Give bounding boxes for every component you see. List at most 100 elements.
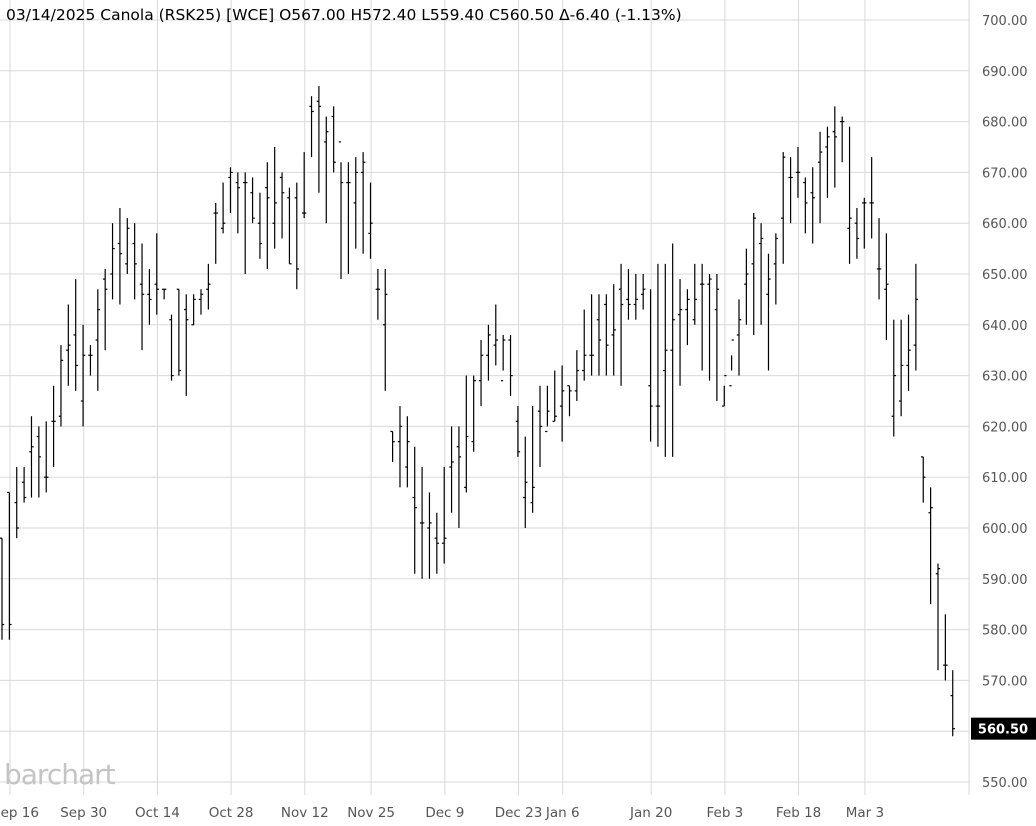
ohlc-bar <box>935 563 941 671</box>
ohlc-bar <box>928 487 933 605</box>
ohlc-bar <box>648 289 653 442</box>
ohlc-bar <box>736 299 742 376</box>
ohlc-bar <box>36 426 42 498</box>
ohlc-bar <box>744 248 749 325</box>
last-price-marker: 560.50 <box>971 717 1036 740</box>
y-tick-label: 680.00 <box>982 116 1028 131</box>
ohlc-bar <box>515 406 521 457</box>
ohlc-bar <box>714 274 720 401</box>
ohlc-bar <box>486 324 491 381</box>
ohlc-bar <box>257 192 263 259</box>
y-tick-label: 690.00 <box>982 65 1028 80</box>
ohlc-bar <box>891 319 896 437</box>
ohlc-bar <box>368 182 373 259</box>
ohlc-bar <box>508 334 513 396</box>
ohlc-bar <box>220 182 226 234</box>
ohlc-bar <box>102 268 108 351</box>
last-price-label: 560.50 <box>978 723 1028 738</box>
ohlc-bar <box>781 152 786 264</box>
y-axis-ticks: 550.00560.00570.00580.00590.00600.00610.… <box>982 14 1028 791</box>
ohlc-bar <box>294 182 299 290</box>
y-tick-label: 700.00 <box>982 14 1028 29</box>
ohlc-bar <box>434 512 440 574</box>
ohlc-bar <box>884 233 889 341</box>
ohlc-bar <box>862 197 867 249</box>
ohlc-bar <box>206 263 211 310</box>
ohlc-bar <box>854 207 860 259</box>
ohlc-bar <box>154 233 159 315</box>
ohlc-bar <box>810 167 815 244</box>
ohlc-bar <box>582 309 587 381</box>
y-tick-label: 610.00 <box>982 471 1028 486</box>
y-tick-label: 650.00 <box>982 268 1028 283</box>
ohlc-bar <box>839 116 845 163</box>
ohlc-bar <box>132 223 137 300</box>
ohlc-bar <box>817 131 823 224</box>
y-tick-label: 590.00 <box>982 573 1028 588</box>
ohlc-bar <box>847 126 852 264</box>
ohlc-bar <box>169 314 174 381</box>
y-tick-label: 620.00 <box>982 420 1028 435</box>
ohlc-bar <box>707 274 712 381</box>
ohlc-bar <box>633 274 639 320</box>
x-tick-label: Feb 3 <box>706 805 743 821</box>
ohlc-bar <box>213 202 218 264</box>
ohlc-bar <box>626 268 631 320</box>
ohlc-bar <box>235 172 241 234</box>
ohlc-bar <box>464 375 469 493</box>
ohlc-bar <box>44 421 49 493</box>
ohlc-bar <box>537 385 543 468</box>
y-tick-label: 640.00 <box>982 319 1028 334</box>
ohlc-bar <box>751 213 756 335</box>
ohlc-bar <box>184 294 189 396</box>
ohlc-bar <box>552 370 557 422</box>
y-tick-label: 570.00 <box>982 674 1028 689</box>
ohlc-bar <box>58 345 64 427</box>
ohlc-bar <box>7 491 12 640</box>
x-tick-label: Sep 16 <box>0 805 39 821</box>
x-tick-label: Dec 23 <box>495 805 543 821</box>
ohlc-bar <box>567 385 572 417</box>
ohlc-bar <box>618 263 624 386</box>
ohlc-bar <box>611 284 616 376</box>
ohlc-bar <box>943 614 948 681</box>
ohlc-bar <box>677 279 683 386</box>
x-tick-label: Nov 12 <box>281 805 329 821</box>
ohlc-bar <box>692 263 697 325</box>
ohlc-bar <box>876 218 882 300</box>
ohlc-bar <box>442 467 447 564</box>
ohlc-bar <box>419 467 425 579</box>
ohlc-bar <box>670 243 675 457</box>
ohlc-bar <box>51 385 56 468</box>
ohlc-bar <box>110 223 115 300</box>
ohlc-bar <box>198 289 204 315</box>
ohlc-bar <box>471 375 476 452</box>
ohlc-bar <box>574 350 580 401</box>
x-tick-label: Nov 25 <box>347 805 395 821</box>
ohlc-bar <box>375 268 381 320</box>
ohlc-bar <box>360 152 366 254</box>
ohlc-bar <box>95 289 101 391</box>
ohlc-bar <box>869 157 874 239</box>
ohlc-bar <box>596 294 602 376</box>
x-tick-label: Mar 3 <box>846 805 884 821</box>
ohlc-bar <box>663 263 668 457</box>
y-tick-label: 580.00 <box>982 624 1028 639</box>
ohlc-bar <box>117 207 123 305</box>
ohlc-bar <box>640 274 646 310</box>
ohlc-bar <box>773 233 779 305</box>
ohlc-bar <box>250 177 255 224</box>
ohlc-bar <box>0 537 5 640</box>
x-tick-label: Sep 30 <box>60 805 107 821</box>
ohlc-bar <box>412 446 417 574</box>
x-tick-label: Oct 28 <box>209 805 254 821</box>
y-tick-label: 660.00 <box>982 217 1028 232</box>
y-tick-label: 670.00 <box>982 166 1028 181</box>
ohlc-bar <box>523 436 528 528</box>
ohlc-bar <box>456 426 462 528</box>
ohlc-bar <box>21 467 27 503</box>
ohlc-bar <box>722 375 727 407</box>
ohlc-bar <box>331 106 336 173</box>
ohlc-bar <box>758 223 764 325</box>
ohlc-bar <box>906 314 911 391</box>
